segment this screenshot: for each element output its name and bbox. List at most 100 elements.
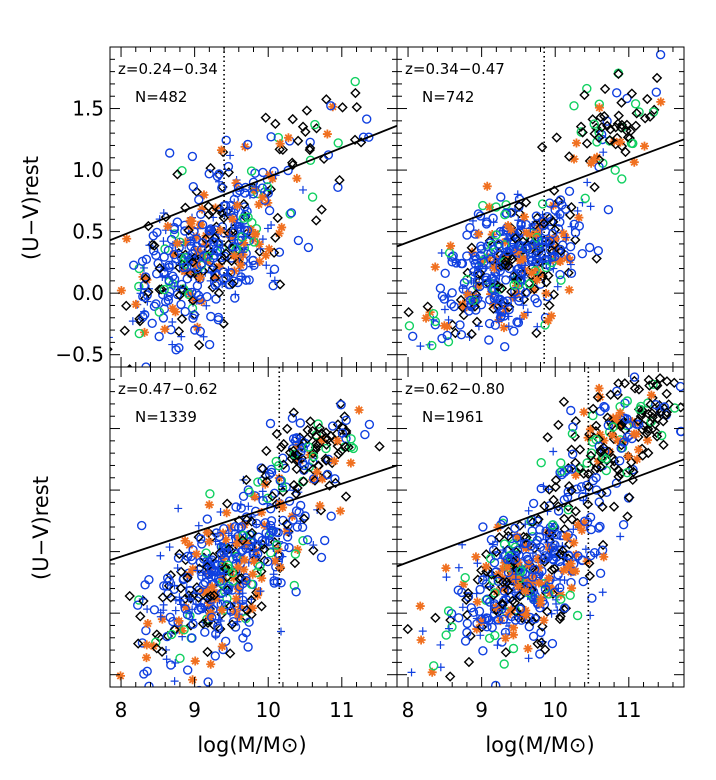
data-point-3-375 [316,552,327,563]
data-point-3-468 [297,522,308,532]
data-point-4-577 [570,416,581,427]
data-point-2-518 [562,233,571,242]
data-point-2-554 [575,121,587,132]
data-point-1-407 [227,278,238,289]
data-point-3-464 [244,502,253,511]
data-point-3-388 [138,595,147,604]
data-point-3-419 [270,556,280,566]
data-point-4-201 [493,522,503,532]
data-point-2-488 [421,313,431,323]
data-point-4-514 [510,554,521,564]
data-point-2-519 [538,258,547,267]
data-point-2-434 [528,220,537,229]
panel-redshift-label: z=0.34−0.47 [405,60,505,78]
data-point-3-477 [197,618,209,629]
data-point-1-186 [160,297,171,307]
data-point-2-343 [484,318,495,329]
data-point-4-435 [586,611,595,620]
data-point-4-418 [481,561,491,571]
data-point-4-433 [544,573,554,583]
data-point-3-191 [165,612,175,622]
data-point-4-252 [528,571,538,581]
data-point-4-204 [536,458,546,468]
data-point-3-160 [259,520,269,530]
data-point-1-175 [207,265,218,275]
data-point-3-286 [196,534,206,544]
data-point-4-509 [511,570,520,579]
data-point-2-105 [550,234,560,244]
data-point-3-538 [288,515,298,525]
data-point-3-116 [315,505,327,516]
data-point-1-271 [199,251,209,261]
data-point-1-473 [196,244,207,255]
data-point-1-456 [229,251,239,261]
data-point-1-386 [195,273,205,283]
data-point-3-496 [175,583,187,594]
data-point-4-706 [622,511,633,522]
data-point-2-364 [566,268,577,278]
data-point-1-484 [350,76,360,87]
data-point-1-409 [173,282,182,291]
data-point-4-544 [562,465,572,475]
data-point-1-521 [304,142,316,154]
data-point-3-176 [182,551,193,561]
data-point-2-578 [589,119,599,129]
data-point-4-89 [571,550,581,560]
data-point-4-479 [555,611,566,622]
data-point-4-293 [520,576,530,586]
data-point-4-714 [627,474,638,486]
data-point-3-369 [292,522,302,532]
data-point-2-247 [488,303,499,314]
data-point-4-469 [498,614,509,625]
data-point-4-511 [541,526,551,536]
data-point-1-314 [257,183,267,193]
data-point-4-72 [427,667,437,677]
data-point-3-138 [149,605,160,615]
data-point-3-427 [161,581,172,591]
data-point-3-506 [291,587,301,597]
data-point-3-566 [291,506,302,516]
data-point-4-478 [491,680,501,687]
data-point-1-287 [168,303,178,313]
data-point-3-294 [278,503,288,513]
data-point-3-397 [238,530,249,541]
data-point-1-347 [212,278,222,288]
data-point-2-551 [622,93,632,104]
data-point-4-661 [661,407,673,418]
data-point-2-225 [440,305,449,314]
panel-1: −0.5 0.0 0.5 1.0 1.5 z=0.24−0.34 N=482 [55,46,398,368]
data-point-2-405 [456,330,467,340]
data-point-3-404 [249,547,258,556]
data-point-3-606 [320,455,332,466]
data-point-4-292 [462,627,472,638]
data-point-1-93 [254,246,265,257]
data-point-1-284 [216,255,228,266]
data-point-1-310 [231,290,240,299]
data-point-2-525 [587,114,598,125]
data-point-3-478 [188,675,198,685]
data-point-1-496 [274,144,285,155]
data-point-4-718 [601,454,611,464]
data-point-3-502 [171,658,180,667]
data-point-4-606 [585,424,595,434]
data-point-3-475 [179,625,189,635]
data-point-3-431 [219,547,229,558]
data-point-3-650 [322,469,333,480]
data-point-1-505 [287,113,298,125]
data-point-3-214 [246,595,257,606]
x-axis-title-right: log(M/M⊙) [485,733,594,757]
data-point-3-61 [233,584,243,594]
data-point-4-696 [567,464,577,474]
data-point-2-159 [430,320,440,330]
data-point-3-374 [198,580,209,590]
data-point-1-519 [310,119,320,130]
data-point-3-247 [194,521,203,530]
data-point-2-149 [459,278,470,288]
data-point-4-501 [497,598,508,609]
data-point-4-279 [541,535,550,544]
data-point-3-504 [213,623,224,634]
data-point-4-171 [549,447,558,456]
data-point-2-532 [642,93,653,105]
data-point-4-34 [463,656,475,668]
